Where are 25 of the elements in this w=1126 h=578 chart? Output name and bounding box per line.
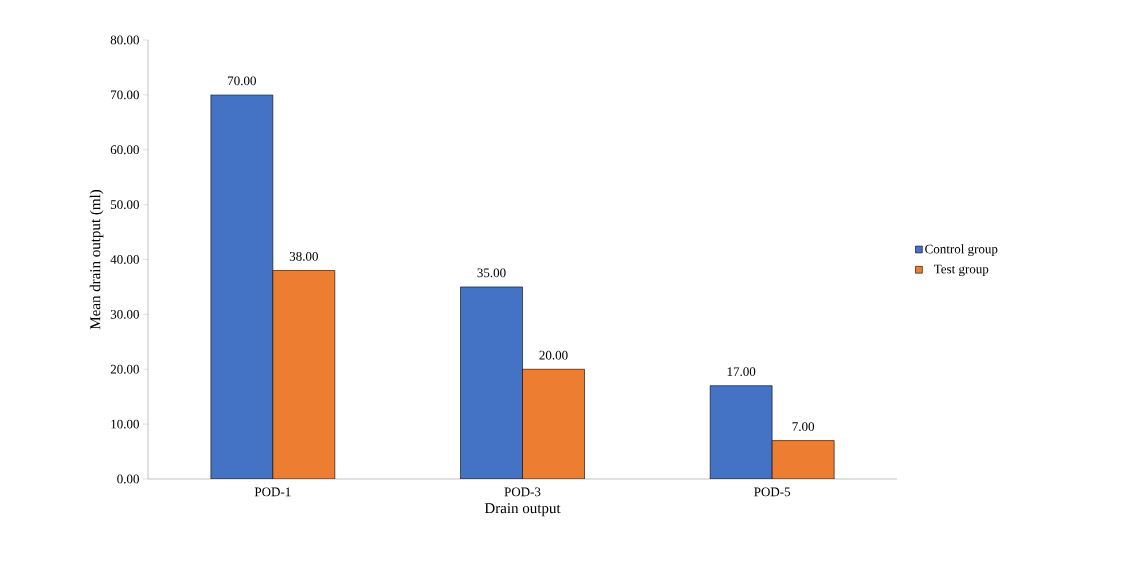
data-label: 20.00 <box>539 350 568 360</box>
data-label: 17.00 <box>727 367 756 377</box>
y-tick-label: 60.00 <box>110 145 139 155</box>
y-tick-label: 70.00 <box>111 90 139 100</box>
y-tick-label: 10.00 <box>111 419 139 429</box>
data-label: 7.00 <box>792 422 815 431</box>
y-tick-label: 20.00 <box>110 364 139 374</box>
y-axis-title: Mean drain output (ml) <box>89 189 104 330</box>
x-tick-label: POD-3 <box>504 487 541 497</box>
x-tick-label: POD-1 <box>254 487 291 497</box>
data-label: 35.00 <box>477 268 506 278</box>
bar <box>210 94 274 479</box>
legend-label: Control group <box>925 244 998 257</box>
bar <box>460 286 523 479</box>
y-tick-label: 80.00 <box>110 35 139 45</box>
legend-label: Test group <box>933 264 989 277</box>
y-tick-label: 0.00 <box>117 474 139 484</box>
x-axis-title: Drain output <box>484 503 561 517</box>
bar <box>709 385 773 479</box>
data-label: 70.00 <box>228 76 256 86</box>
y-tick-label: 40.00 <box>110 255 139 264</box>
x-tick-label: POD-5 <box>754 487 791 497</box>
y-tick-label: 50.00 <box>110 200 139 210</box>
y-tick-label: 30.00 <box>110 309 139 319</box>
data-label: 38.00 <box>289 252 318 261</box>
